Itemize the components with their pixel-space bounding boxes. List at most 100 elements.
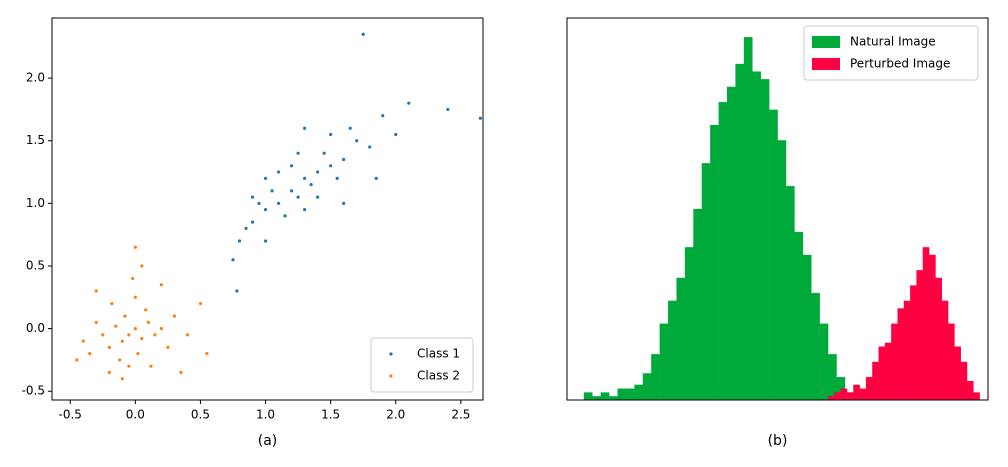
hist-bar	[659, 323, 669, 400]
legend-label: Natural Image	[850, 35, 936, 49]
point	[110, 301, 114, 306]
hist-bar	[752, 71, 761, 400]
x-tick-label: 0.5	[191, 408, 210, 422]
point	[159, 283, 163, 287]
hist-bar	[617, 388, 627, 400]
x-tick-label: 0.0	[126, 408, 145, 422]
point	[446, 107, 450, 112]
hist-bar	[834, 392, 841, 400]
point	[322, 151, 326, 155]
point	[159, 327, 163, 331]
legend-label: Class 2	[417, 369, 460, 383]
point	[198, 301, 203, 306]
point	[257, 201, 261, 205]
hist-bar	[853, 384, 860, 400]
hist-bar	[948, 323, 955, 400]
hist-bar	[583, 392, 593, 400]
hist-bar	[735, 63, 745, 401]
hist-bar	[903, 300, 911, 400]
point	[316, 170, 320, 174]
point	[101, 333, 105, 337]
hist-bar	[878, 346, 886, 400]
hist-bar	[884, 342, 892, 400]
point	[342, 201, 346, 205]
point	[133, 295, 137, 299]
point	[329, 132, 333, 137]
x-tick-label: 1.0	[256, 408, 275, 422]
point	[144, 308, 148, 312]
point	[309, 182, 313, 187]
hist-bar	[718, 102, 728, 400]
x-tick-label: 1.5	[321, 408, 340, 422]
x-tick-label: 2.0	[386, 408, 405, 422]
point	[342, 157, 346, 162]
y-tick-label: 1.0	[26, 196, 45, 210]
hist-bar	[846, 392, 854, 400]
point	[114, 324, 118, 328]
y-tick-label: 2.0	[26, 71, 45, 85]
hist-bar	[891, 323, 898, 400]
legend-swatch	[812, 58, 840, 70]
hist-bar	[935, 277, 942, 400]
point	[120, 377, 124, 381]
hist-bar	[777, 140, 787, 401]
point	[231, 258, 235, 262]
point	[478, 116, 482, 120]
hist-bar	[651, 354, 660, 400]
point	[235, 289, 239, 293]
point	[381, 114, 385, 118]
legend-swatch	[812, 36, 840, 48]
point	[303, 176, 307, 180]
hist-bar	[828, 354, 837, 400]
point	[263, 208, 268, 212]
hist-bar	[693, 209, 703, 400]
caption: (a)	[258, 433, 278, 449]
hist-bar	[642, 373, 652, 400]
hist-bar	[811, 293, 820, 400]
hist-bar	[960, 361, 968, 400]
legend-box	[370, 337, 474, 393]
hist-bar	[836, 377, 846, 400]
point	[81, 339, 85, 343]
point	[335, 176, 339, 180]
point	[146, 320, 150, 324]
point	[263, 176, 268, 180]
hist-bar	[872, 361, 879, 400]
legend-marker	[389, 352, 393, 356]
legend-label: Perturbed Image	[850, 57, 950, 71]
point	[303, 126, 307, 130]
point	[296, 151, 300, 155]
hist-bar	[865, 377, 873, 400]
hist-bar	[794, 231, 804, 400]
hist-bar	[760, 79, 770, 401]
point	[107, 345, 111, 349]
point	[289, 164, 294, 168]
point	[263, 239, 268, 243]
hist-bar	[802, 254, 812, 400]
point	[250, 195, 255, 199]
point	[127, 364, 131, 368]
point	[244, 226, 248, 231]
hist-bar	[769, 109, 778, 401]
hist-bar	[609, 396, 618, 400]
point	[270, 189, 274, 193]
point	[237, 239, 242, 243]
hist-bar	[785, 186, 795, 400]
point	[374, 176, 378, 180]
hist-bar	[922, 247, 930, 400]
legend-box	[803, 25, 979, 81]
point	[136, 352, 140, 356]
hist-bar	[625, 388, 635, 400]
hist-bar	[668, 300, 677, 400]
point	[133, 327, 137, 331]
point	[289, 189, 294, 193]
point	[276, 170, 281, 174]
hist-bar	[954, 346, 961, 400]
legend-marker	[389, 374, 393, 378]
point	[118, 358, 122, 362]
point	[166, 345, 170, 349]
axes-frame	[51, 17, 484, 401]
hist-bar	[929, 254, 936, 400]
y-tick-label: 1.5	[26, 133, 45, 147]
